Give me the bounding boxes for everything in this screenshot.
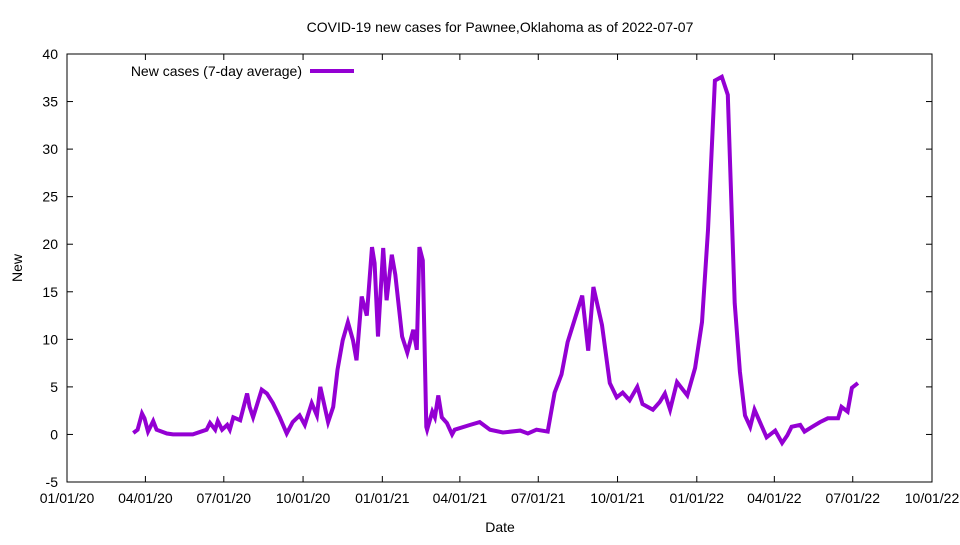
y-tick-label: 30 [42,141,58,157]
y-tick-label: 40 [42,46,58,62]
x-tick-label: 10/01/21 [590,490,645,506]
y-tick-label: 25 [42,189,58,205]
y-tick-label: 35 [42,94,58,110]
y-tick-label: 10 [42,331,58,347]
x-axis: 01/01/20 04/01/20 07/01/20 10/01/20 01/01/21… [40,54,960,506]
legend-label: New cases (7-day average) [131,63,302,79]
x-tick-label: 01/01/21 [355,490,410,506]
series-line-new-cases [132,73,860,447]
y-tick-label: -5 [46,474,59,490]
y-tick-label: 20 [42,236,58,252]
x-tick-label: 01/01/20 [40,490,95,506]
x-tick-label: 04/01/22 [747,490,802,506]
x-tick-label: 10/01/22 [905,490,960,506]
x-tick-label: 07/01/21 [511,490,566,506]
x-tick-label: 07/01/20 [197,490,252,506]
y-tick-label: 15 [42,284,58,300]
y-tick-label: 5 [50,379,58,395]
plot-frame [66,53,933,483]
y-tick-label: 0 [50,426,58,442]
chart-title: COVID-19 new cases for Pawnee,Oklahoma a… [307,19,694,35]
x-tick-label: 04/01/20 [118,490,173,506]
y-axis-label: New [9,253,25,282]
x-tick-label: 07/01/22 [825,490,880,506]
x-axis-label: Date [485,519,515,535]
x-tick-label: 01/01/22 [670,490,725,506]
x-tick-label: 10/01/20 [276,490,331,506]
legend: New cases (7-day average) [131,63,354,79]
x-tick-label: 04/01/21 [433,490,488,506]
y-axis: -5 0 5 10 15 20 25 30 35 40 [42,46,932,490]
